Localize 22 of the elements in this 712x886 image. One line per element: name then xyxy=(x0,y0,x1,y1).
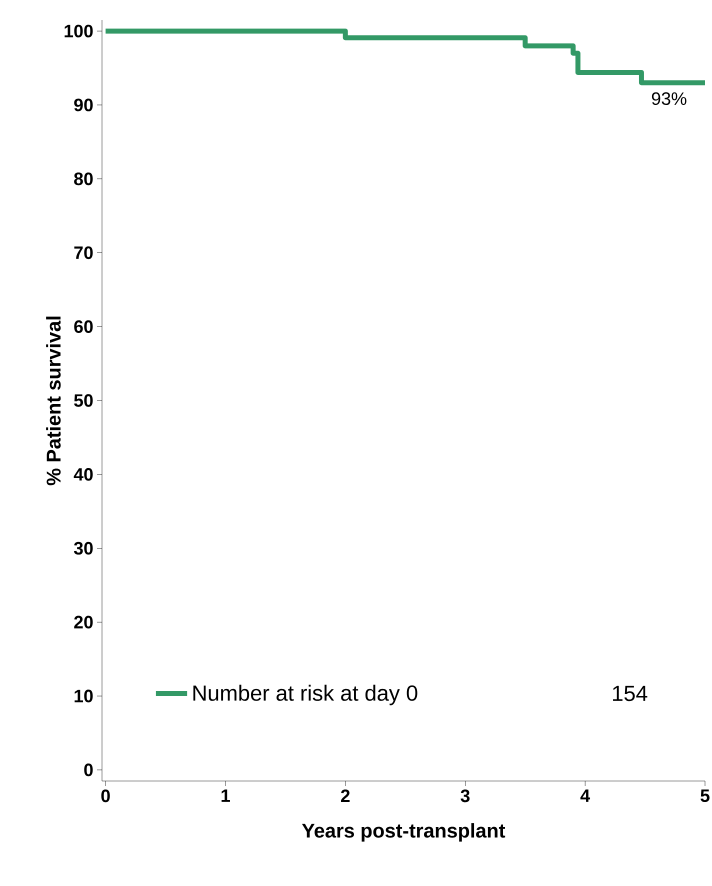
y-tick-label: 50 xyxy=(74,394,93,407)
y-tick-label: 100 xyxy=(64,24,93,38)
y-tick-label: 60 xyxy=(74,320,93,333)
x-tick-label: 2 xyxy=(341,790,350,802)
y-tick-label: 90 xyxy=(74,98,93,112)
y-axis-title: % Patient survival xyxy=(46,316,61,486)
annotation: 154 xyxy=(613,686,648,702)
y-tick-label: 70 xyxy=(74,246,93,260)
annotation: 93% xyxy=(652,92,686,106)
x-tick-label: 4 xyxy=(580,790,590,802)
x-tick-label: 1 xyxy=(222,790,230,802)
x-tick-label: 3 xyxy=(460,790,470,802)
y-tick-label: 20 xyxy=(74,616,93,628)
x-axis-title: Years post-transplant xyxy=(302,823,506,842)
y-tick-label: 0 xyxy=(84,764,93,776)
x-tick-label: 0 xyxy=(101,790,110,802)
y-tick-label: 10 xyxy=(74,690,93,702)
y-tick-label: 80 xyxy=(74,172,93,186)
y-tick-label: 30 xyxy=(74,542,93,555)
y-tick-label: 40 xyxy=(74,468,93,481)
legend-label: Number at risk at day 0 xyxy=(193,684,418,706)
x-tick-label: 5 xyxy=(700,790,710,802)
